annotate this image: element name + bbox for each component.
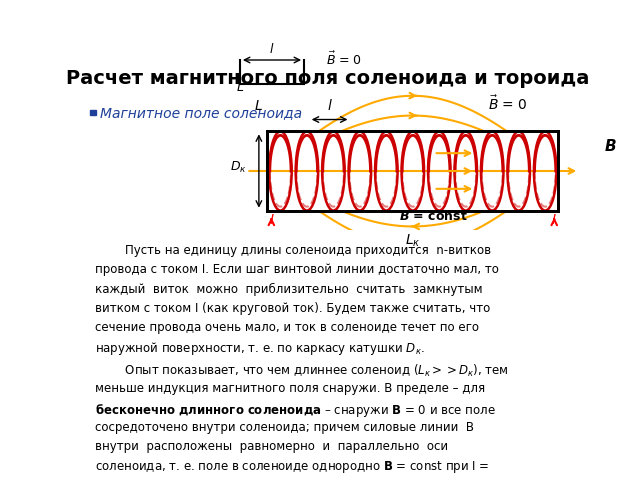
Text: Магнитное поле соленоида: Магнитное поле соленоида [100,106,302,120]
Text: $I$: $I$ [269,214,274,228]
Text: Расчет магнитного поля соленоида и тороида: Расчет магнитного поля соленоида и торои… [67,69,589,88]
Text: сосредоточено внутри соленоида; причем силовые линии  B: сосредоточено внутри соленоида; причем с… [95,421,474,434]
Text: витком с током I (как круговой ток). Будем также считать, что: витком с током I (как круговой ток). Буд… [95,302,490,315]
Text: const.: const. [95,479,131,480]
Text: $L$: $L$ [236,81,244,94]
Text: Опыт показывает, что чем длиннее соленоид ($L_к >> D_к$), тем: Опыт показывает, что чем длиннее соленои… [95,363,509,379]
Bar [90,110,96,115]
Text: провода с током I. Если шаг винтовой линии достаточно мал, то: провода с током I. Если шаг винтовой лин… [95,264,499,276]
Text: $I$: $I$ [552,214,557,228]
Text: наружной поверхности, т. е. по каркасу катушки $D_к$.: наружной поверхности, т. е. по каркасу к… [95,340,425,357]
Text: соленоида, т. е. поле в соленоиде однородно $\bf{B}$ = const при I =: соленоида, т. е. поле в соленоиде одноро… [95,459,490,475]
Text: $D_к$: $D_к$ [230,160,246,175]
Text: $\boldsymbol{B}$ = const: $\boldsymbol{B}$ = const [399,211,468,224]
Text: $L_к$: $L_к$ [405,232,420,249]
Text: $\vec{B}$ = 0: $\vec{B}$ = 0 [488,94,527,113]
Text: Пусть на единицу длины соленоида приходится  n-витков: Пусть на единицу длины соленоида приходи… [95,244,491,257]
Text: внутри  расположены  равномерно  и  параллельно  оси: внутри расположены равномерно и параллел… [95,440,448,453]
Bar [268,132,558,211]
Text: сечение провода очень мало, и ток в соленоиде течет по его: сечение провода очень мало, и ток в соле… [95,321,479,334]
Text: $l$: $l$ [269,42,275,56]
Text: $\vec{B}$ = 0: $\vec{B}$ = 0 [326,50,362,68]
Text: $\bf{бесконечно\ длинного\ соленоида}$ – снаружи $\bf{B}$ = 0 и все поле: $\bf{бесконечно\ длинного\ соленоида}$ –… [95,402,495,419]
Text: $L$: $L$ [254,98,263,113]
Text: меньше индукция магнитного поля снаружи. В пределе – для: меньше индукция магнитного поля снаружи.… [95,383,485,396]
Text: каждый  виток  можно  приблизительно  считать  замкнутым: каждый виток можно приблизительно считат… [95,283,483,296]
Text: $l$: $l$ [326,97,333,113]
Text: $\boldsymbol{B}$: $\boldsymbol{B}$ [604,138,617,154]
